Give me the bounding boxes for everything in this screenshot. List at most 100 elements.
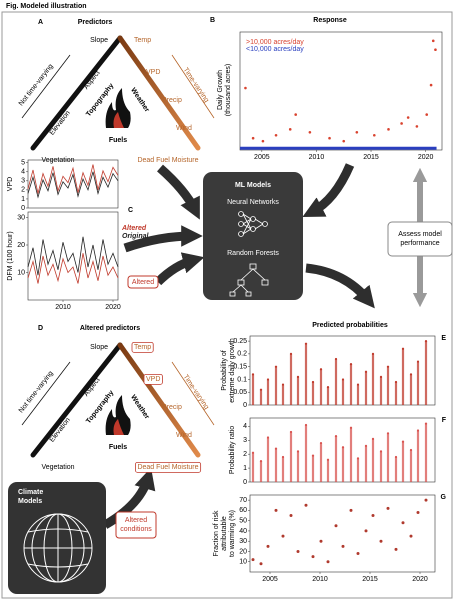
point [335,358,337,360]
point [365,371,367,373]
point [342,140,345,143]
legend-entry: Original [122,233,150,240]
point [262,140,265,143]
point [402,348,404,350]
corner-label: Dead Fuel Moisture [137,157,198,164]
y-tick-label: 20 [239,548,247,555]
x-tick-label: 2010 [309,154,325,161]
point [320,442,322,444]
x-tick-label: 2020 [418,154,434,161]
point [327,560,330,563]
point [312,454,314,456]
point [312,555,315,558]
panel-letter: A [38,19,43,26]
x-tick-label: 2020 [412,576,428,583]
conditions-label: Altered [125,517,147,524]
y-tick-label: 30 [239,538,247,545]
plot-frame [28,212,118,300]
globe [24,514,92,582]
point [430,84,433,87]
point [252,137,255,140]
point [400,122,403,125]
group-label: Weather [129,394,150,421]
point [305,343,307,345]
corner-label: Temp [134,37,151,44]
y-tick-label: 3 [243,437,247,444]
y-label: extreme daily growth [229,338,236,403]
point [252,452,254,454]
point [402,441,404,443]
point [275,366,277,368]
side-label: Wind [176,125,192,132]
corner-label: Vegetation [41,464,74,471]
point [380,376,382,378]
point [417,429,419,431]
point [410,373,412,375]
series-line [28,237,118,276]
point [350,363,352,365]
y-tick-label: 10 [17,269,25,276]
corner-label: Dead Fuel Moisture [137,464,198,471]
point [297,376,299,378]
point [282,535,285,538]
model-label: Random Forests [227,250,279,257]
point [357,552,360,555]
panel-title: Response [313,17,347,24]
assess-label: performance [400,240,439,247]
side-label: Not time-varying [18,63,55,108]
point [410,535,413,538]
y-tick-label: 0 [21,205,25,212]
point [260,389,262,391]
point [387,432,389,434]
legend-entry: <10,000 acres/day [246,46,304,53]
point [356,131,359,134]
point [425,340,427,342]
point [267,378,269,380]
point [244,87,247,90]
ml-title: ML Models [235,182,271,189]
point [290,514,293,517]
y-tick-label: 1 [21,196,25,203]
corner-label: Vegetation [41,157,74,164]
y-label: Probability of [221,350,228,391]
legend-entry: Altered [121,225,147,232]
assess-label: Assess model [398,231,442,238]
point [432,40,435,43]
point [290,353,292,355]
group-label: Weather [129,87,150,114]
climate-title: Climate [18,489,43,496]
point [395,548,398,551]
panel-letter: F [442,417,447,424]
point [335,524,338,527]
panel-title: Predictors [78,19,113,26]
point [320,368,322,370]
side-label: VPD [146,376,160,383]
point [305,504,308,507]
group-label: Fuels [109,137,127,144]
corner-label: Slope [90,37,108,44]
series-line [28,172,118,197]
point [372,438,374,440]
x-tick-label: 2010 [312,576,328,583]
series-line [28,165,118,194]
y-tick-label: 0.2 [237,351,247,358]
point [252,558,255,561]
point [350,427,352,429]
point [297,550,300,553]
plot-frame [250,495,435,572]
point [407,116,410,119]
point [365,529,368,532]
y-tick-label: 70 [239,497,247,504]
point [309,131,312,134]
corner-label: Temp [134,344,151,351]
side-label: VPD [146,69,160,76]
figure: Fig. Modeled illustration APredictorsSlo… [0,0,455,601]
point [252,373,254,375]
point [275,448,277,450]
y-tick-label: 10 [239,559,247,566]
point [395,381,397,383]
point [327,459,329,461]
point [365,445,367,447]
point [342,446,344,448]
panel-letter: C [128,207,133,214]
